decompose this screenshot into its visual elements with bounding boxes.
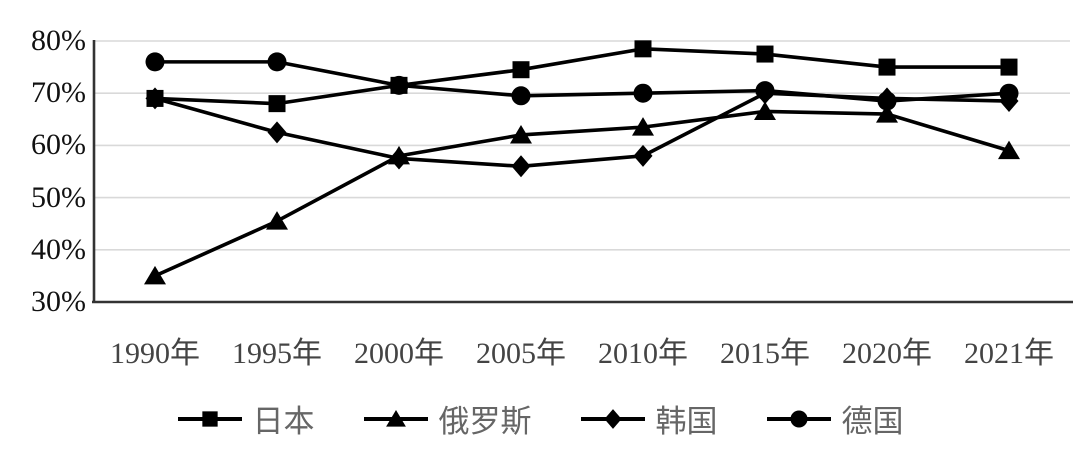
legend-item-korea: 韩国 [580, 396, 718, 441]
y-tick-label: 80% [31, 24, 86, 57]
legend-item-russia: 俄罗斯 [363, 396, 532, 441]
legend-circle-icon [766, 409, 831, 428]
marker-korea [389, 147, 409, 170]
marker-russia [754, 101, 776, 120]
marker-russia [998, 140, 1020, 160]
marker-korea [633, 144, 653, 167]
marker-russia [144, 265, 166, 285]
legend-square-icon [177, 410, 242, 427]
marker-germany [511, 86, 531, 106]
marker-japan [390, 76, 408, 94]
marker-germany [999, 83, 1019, 103]
legend-label: 俄罗斯 [438, 404, 532, 439]
marker-japan [1000, 58, 1018, 76]
legend: 日本 俄罗斯 韩国 德国 [0, 396, 1080, 441]
y-tick-label: 50% [31, 180, 86, 214]
marker-russia [632, 117, 654, 136]
series-line-russia [153, 109, 1011, 278]
marker-germany [145, 52, 165, 72]
x-tick-label: 2000年 [354, 337, 444, 370]
marker-japan [268, 95, 286, 113]
marker-japan [146, 89, 164, 107]
legend-item-germany: 德国 [766, 396, 904, 441]
marker-russia [266, 211, 288, 230]
legend-item-japan: 日本 [177, 396, 315, 441]
marker-korea [267, 121, 287, 144]
legend-triangle-icon [363, 409, 428, 427]
x-tick-label: 2010年 [598, 337, 688, 370]
y-tick-label: 70% [31, 76, 86, 110]
x-tick-label: 1995年 [232, 337, 322, 370]
marker-japan [878, 58, 896, 76]
legend-label: 日本 [252, 404, 315, 439]
marker-germany [267, 52, 287, 72]
marker-germany [755, 81, 775, 101]
x-tick-label: 2020年 [842, 337, 932, 370]
marker-germany [877, 91, 897, 111]
marker-germany [633, 83, 653, 103]
x-tick-label: 2021年 [964, 337, 1054, 370]
legend-label: 韩国 [655, 404, 718, 439]
y-tick-label: 60% [31, 128, 86, 162]
marker-russia [510, 124, 532, 144]
legend-diamond-icon [580, 408, 645, 429]
marker-japan [512, 61, 530, 79]
marker-russia [876, 104, 898, 123]
legend-label: 德国 [841, 404, 904, 439]
x-tick-label: 2005年 [476, 337, 566, 370]
marker-japan [756, 45, 774, 63]
series-line-japan [153, 47, 1011, 106]
x-tick-label: 1990年 [110, 337, 200, 370]
x-tick-label: 2015年 [720, 337, 810, 370]
marker-korea [511, 155, 531, 178]
y-tick-label: 40% [31, 232, 86, 266]
marker-japan [634, 40, 652, 58]
y-tick-label: 30% [31, 285, 86, 318]
series-line-germany [153, 60, 1011, 103]
